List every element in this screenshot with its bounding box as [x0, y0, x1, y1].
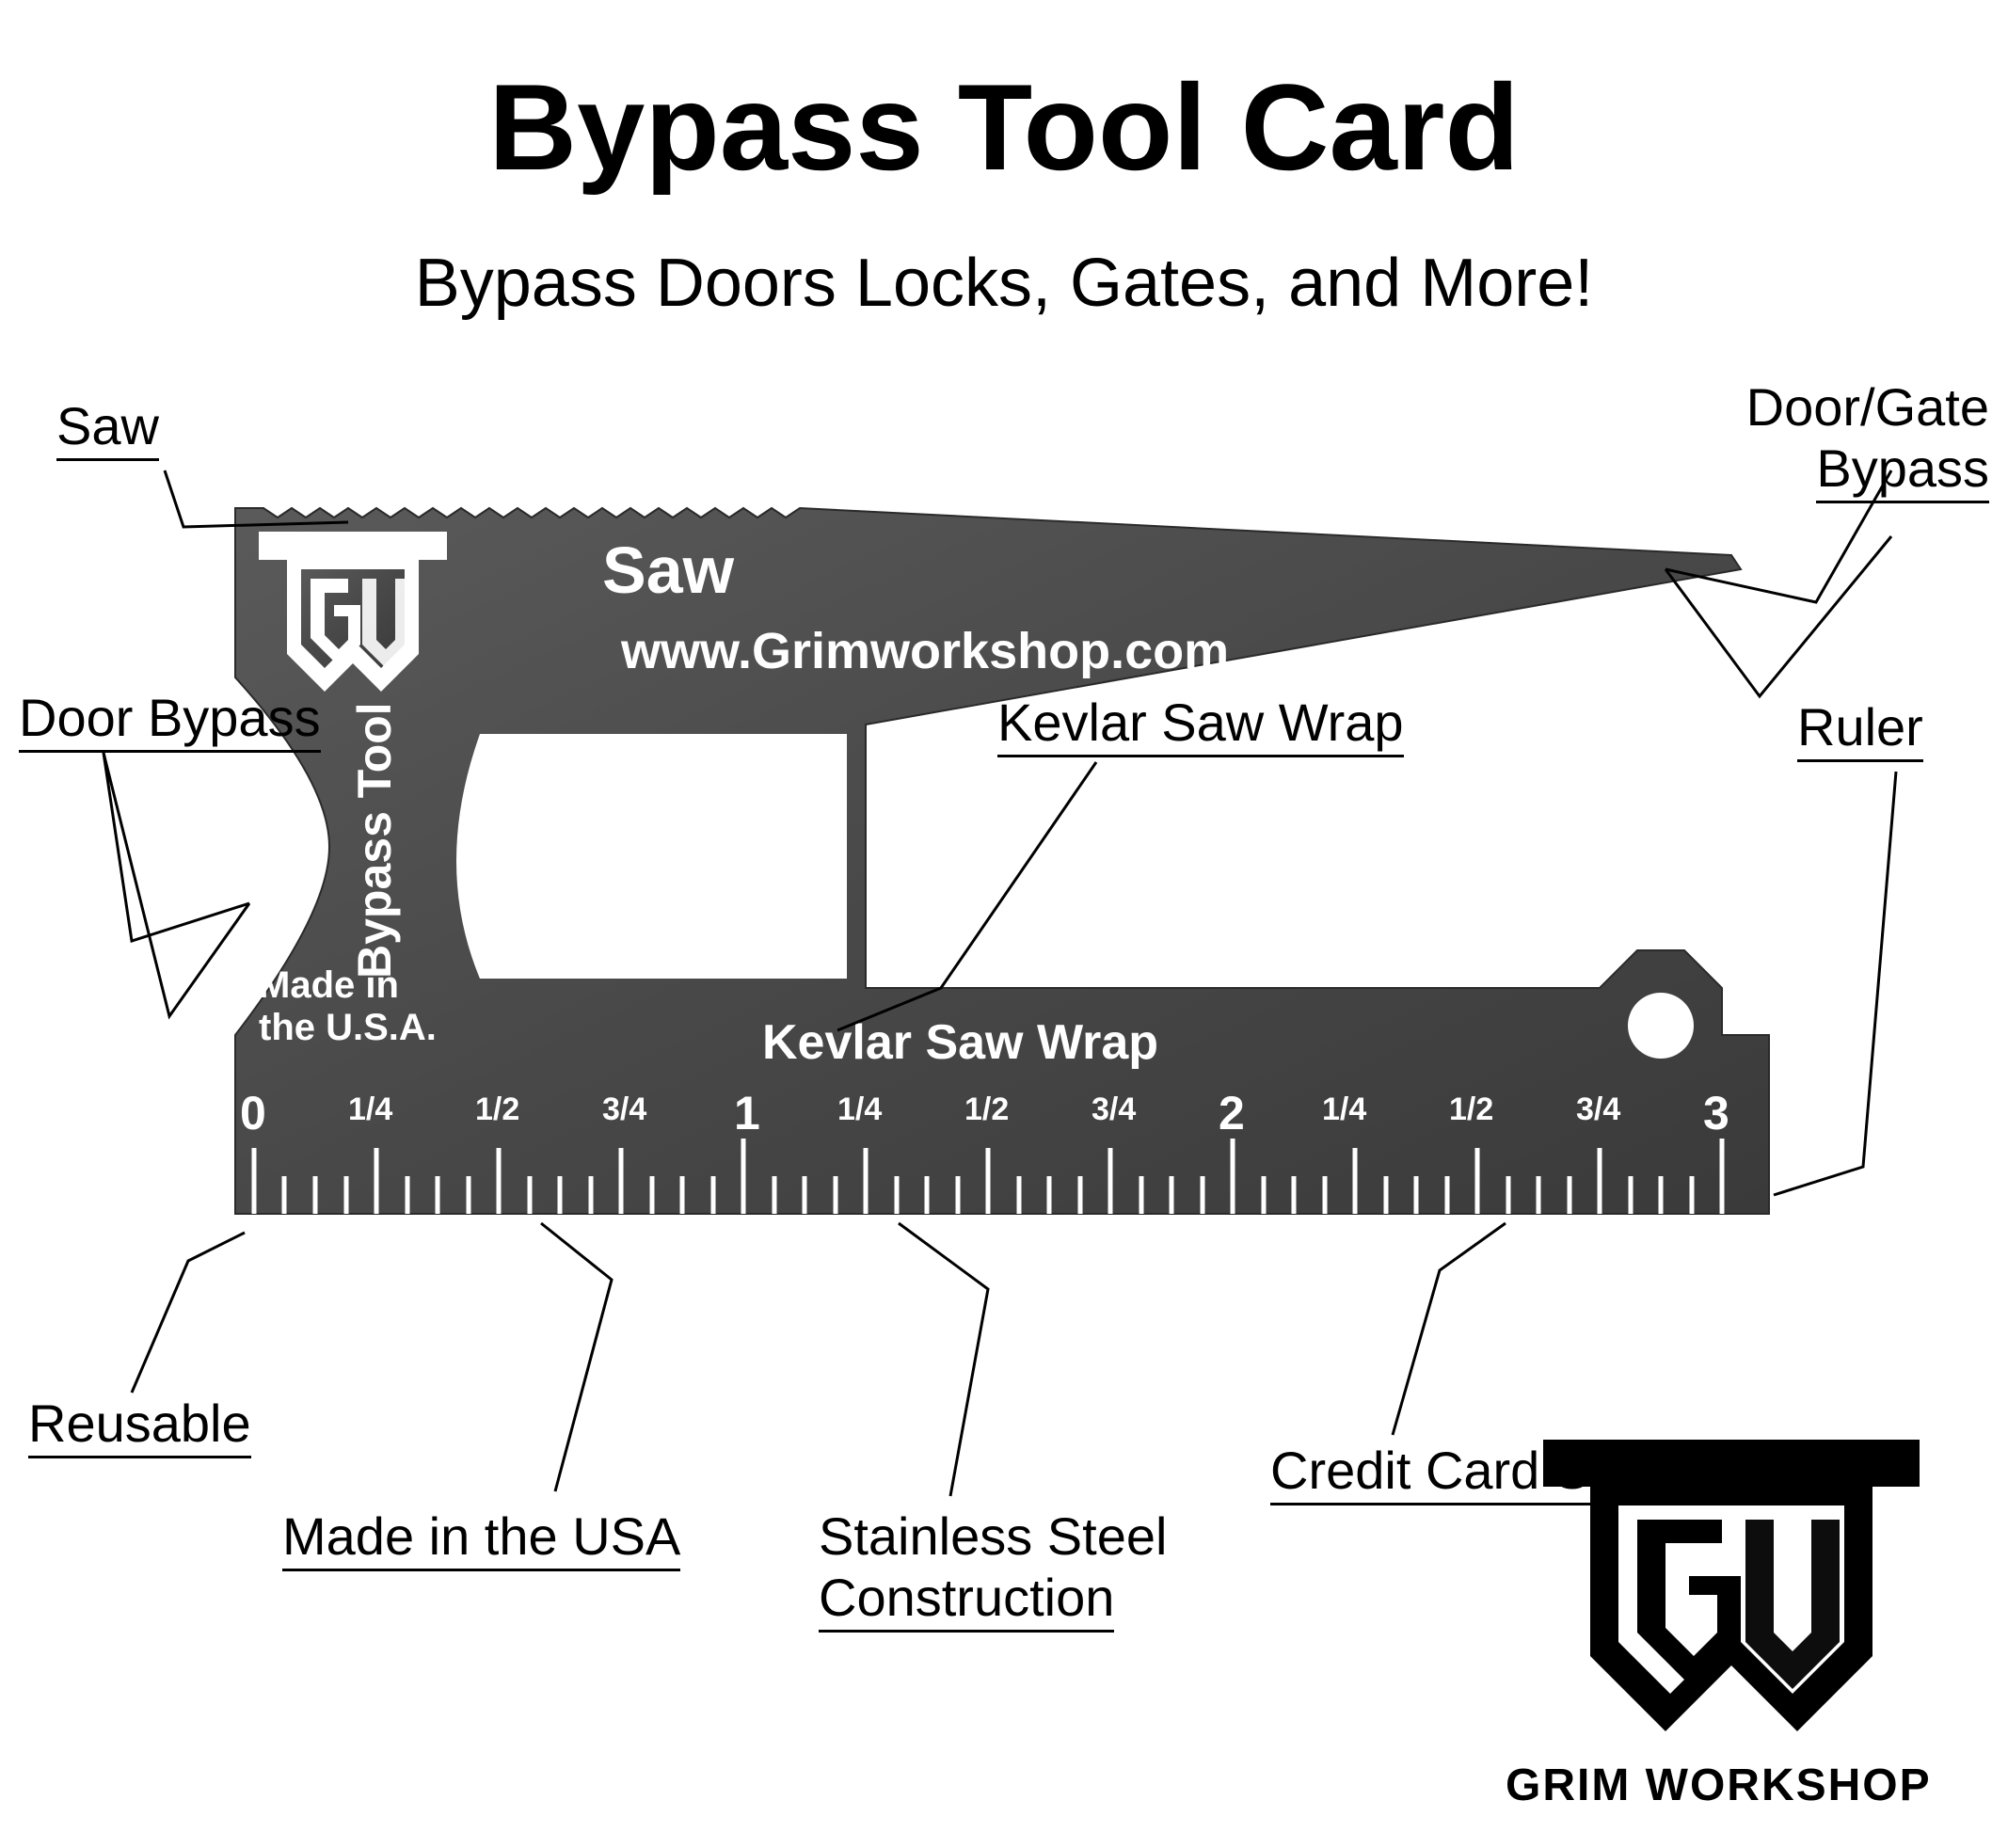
tool-saw-label: Saw: [602, 534, 735, 607]
label-door-bypass: Door Bypass: [19, 687, 321, 753]
svg-text:1/4: 1/4: [837, 1091, 882, 1127]
svg-text:3/4: 3/4: [1092, 1091, 1136, 1127]
svg-text:1/2: 1/2: [1449, 1091, 1493, 1127]
svg-text:1: 1: [734, 1087, 760, 1139]
label-reusable: Reusable: [28, 1393, 251, 1458]
tool-madein-1: Made in: [259, 964, 399, 1006]
svg-text:1/2: 1/2: [475, 1091, 519, 1127]
label-made-in-usa: Made in the USA: [282, 1505, 680, 1571]
svg-text:2: 2: [1219, 1087, 1245, 1139]
tool-madein-2: the U.S.A.: [259, 1007, 437, 1048]
tool-body: Saw www.Grimworkshop.com Bypass Tool Mad…: [235, 508, 1769, 1214]
svg-text:0: 0: [240, 1087, 266, 1139]
svg-text:3/4: 3/4: [1576, 1091, 1620, 1127]
tool-kevlar-label: Kevlar Saw Wrap: [762, 1015, 1158, 1070]
svg-text:3: 3: [1703, 1087, 1729, 1139]
label-kevlar-saw-wrap: Kevlar Saw Wrap: [997, 692, 1404, 757]
label-stainless-steel: Stainless Steel Construction: [819, 1505, 1167, 1633]
svg-text:1/4: 1/4: [1322, 1091, 1366, 1127]
label-saw: Saw: [56, 395, 159, 461]
brand-name: GRIM WORKSHOP: [1506, 1760, 1932, 1811]
label-door-gate-bypass: Door/Gate Bypass: [1746, 376, 1989, 503]
tool-bypass-label: Bypass Tool: [348, 702, 401, 979]
label-credit-card-size: Credit Card Size: [1270, 1440, 1657, 1505]
tool-url: www.Grimworkshop.com: [620, 623, 1229, 679]
label-ruler: Ruler: [1797, 696, 1923, 762]
svg-text:1/4: 1/4: [348, 1091, 392, 1127]
svg-text:1/2: 1/2: [964, 1091, 1009, 1127]
svg-text:3/4: 3/4: [602, 1091, 646, 1127]
